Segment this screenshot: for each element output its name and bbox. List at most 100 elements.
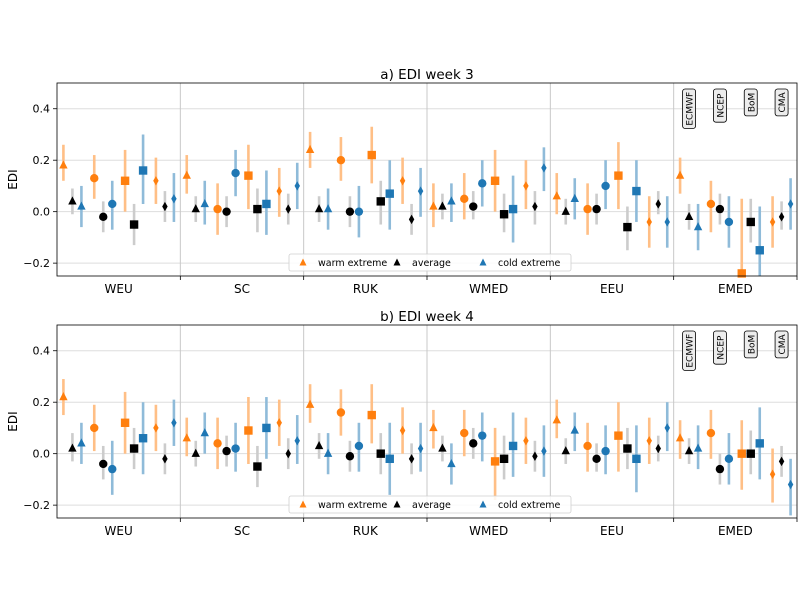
point-warm-ruk-ecmwf (305, 399, 315, 408)
point-average-emed-cma (778, 212, 785, 222)
y-tick-label: −0.2 (23, 257, 50, 270)
point-warm-wmed-ecmwf (429, 201, 438, 210)
legend-label: average (412, 500, 451, 511)
point-cold-eeu-bom (632, 454, 641, 464)
point-warm-weu-cma (153, 423, 159, 433)
point-cold-sc-ncep (231, 168, 240, 178)
point-average-eeu-ecmwf (561, 206, 570, 215)
point-average-eeu-ecmwf (561, 446, 570, 455)
x-tick-label: EMED (718, 524, 753, 538)
point-average-ruk-cma (408, 214, 415, 225)
point-warm-eeu-cma (646, 217, 652, 227)
point-average-wmed-cma (532, 201, 538, 212)
point-average-sc-ncep (222, 207, 231, 216)
point-cold-wmed-ecmwf (447, 196, 456, 205)
model-label-ecmwf: ECMWF (682, 88, 696, 129)
point-cold-emed-ecmwf (693, 443, 703, 452)
point-average-eeu-cma (655, 199, 661, 209)
point-cold-wmed-bom (508, 204, 518, 214)
point-cold-emed-bom (755, 246, 764, 255)
point-cold-sc-ncep (231, 444, 240, 453)
point-average-eeu-cma (655, 443, 661, 454)
model-label-bom: BoM (743, 88, 758, 117)
point-average-ruk-ncep (345, 207, 355, 216)
point-cold-wmed-cma (541, 446, 547, 456)
point-average-emed-ecmwf (684, 211, 694, 220)
x-tick-label: RUK (353, 282, 379, 296)
model-label-cma: CMA (774, 330, 789, 359)
point-cold-sc-ecmwf (200, 198, 209, 208)
point-average-ruk-bom (376, 197, 385, 206)
point-warm-weu-ncep (90, 174, 99, 183)
point-average-eeu-ncep (592, 454, 601, 464)
point-warm-weu-ncep (90, 423, 99, 433)
point-average-sc-cma (285, 448, 291, 459)
point-cold-eeu-ecmwf (570, 193, 579, 202)
point-cold-wmed-ncep (478, 179, 487, 188)
model-label-box (682, 330, 696, 371)
model-label-text: BoM (747, 335, 757, 354)
legend: warm extreme average cold extreme (288, 495, 572, 514)
point-warm-emed-bom (737, 449, 746, 458)
point-average-wmed-ecmwf (438, 443, 447, 452)
point-cold-wmed-ecmwf (447, 458, 456, 468)
point-warm-ruk-cma (399, 176, 406, 186)
point-average-emed-ncep (715, 464, 725, 474)
legend-label: average (412, 258, 451, 269)
point-warm-eeu-ecmwf (552, 415, 561, 424)
point-warm-wmed-ncep (460, 428, 469, 438)
y-tick-label: 0.4 (33, 345, 51, 358)
point-cold-eeu-cma (664, 423, 670, 433)
point-cold-sc-ecmwf (200, 428, 209, 437)
plot-frame (56, 324, 798, 519)
model-label-box (682, 88, 696, 129)
x-tick-label: WEU (105, 524, 133, 538)
point-average-wmed-bom (499, 210, 509, 219)
point-average-wmed-cma (532, 451, 538, 461)
model-label-cma: CMA (774, 88, 789, 117)
point-average-emed-bom (746, 449, 755, 458)
point-warm-sc-ecmwf (182, 433, 191, 442)
point-cold-eeu-ecmwf (570, 425, 579, 434)
point-warm-sc-bom (244, 426, 253, 435)
y-tick-label: 0.0 (33, 448, 51, 461)
point-cold-emed-ncep (724, 454, 734, 464)
point-warm-sc-ecmwf (182, 170, 191, 179)
point-average-sc-bom (253, 204, 262, 214)
x-tick-label: SC (234, 524, 250, 538)
point-cold-eeu-ncep (601, 446, 610, 456)
model-label-text: ECMWF (686, 92, 696, 126)
point-cold-eeu-ncep (601, 181, 610, 191)
x-tick-label: EEU (600, 524, 624, 538)
y-axis-label: EDI (6, 411, 20, 431)
point-average-emed-cma (778, 456, 785, 467)
point-cold-ruk-cma (417, 443, 424, 454)
y-tick-label: 0.4 (33, 103, 51, 116)
point-warm-weu-ecmwf (59, 160, 68, 169)
point-cold-weu-cma (171, 418, 177, 428)
point-warm-ruk-ncep (336, 408, 346, 417)
point-warm-emed-ecmwf (675, 170, 685, 179)
legend-label: cold extreme (498, 258, 561, 269)
point-average-weu-ncep (99, 212, 108, 222)
point-warm-ruk-ecmwf (305, 144, 315, 154)
point-warm-wmed-cma (523, 181, 529, 191)
point-cold-sc-cma (294, 436, 300, 446)
point-warm-eeu-ncep (583, 204, 592, 214)
y-tick-label: 0.2 (33, 154, 51, 167)
point-warm-weu-cma (153, 176, 159, 186)
point-cold-eeu-bom (632, 186, 641, 196)
point-warm-eeu-bom (614, 171, 623, 180)
point-cold-emed-cma (787, 199, 794, 209)
point-cold-ruk-ncep (354, 207, 364, 216)
legend-marker-1 (393, 258, 401, 266)
point-average-wmed-bom (499, 454, 509, 464)
point-cold-weu-ncep (108, 464, 117, 474)
point-warm-ruk-bom (367, 410, 376, 420)
point-average-wmed-ecmwf (438, 201, 447, 210)
model-label-text: CMA (778, 92, 788, 113)
model-label-text: NCEP (716, 93, 726, 118)
legend-box (288, 495, 572, 514)
chart-title: b) EDI week 4 (380, 309, 474, 325)
point-cold-weu-cma (171, 194, 177, 204)
